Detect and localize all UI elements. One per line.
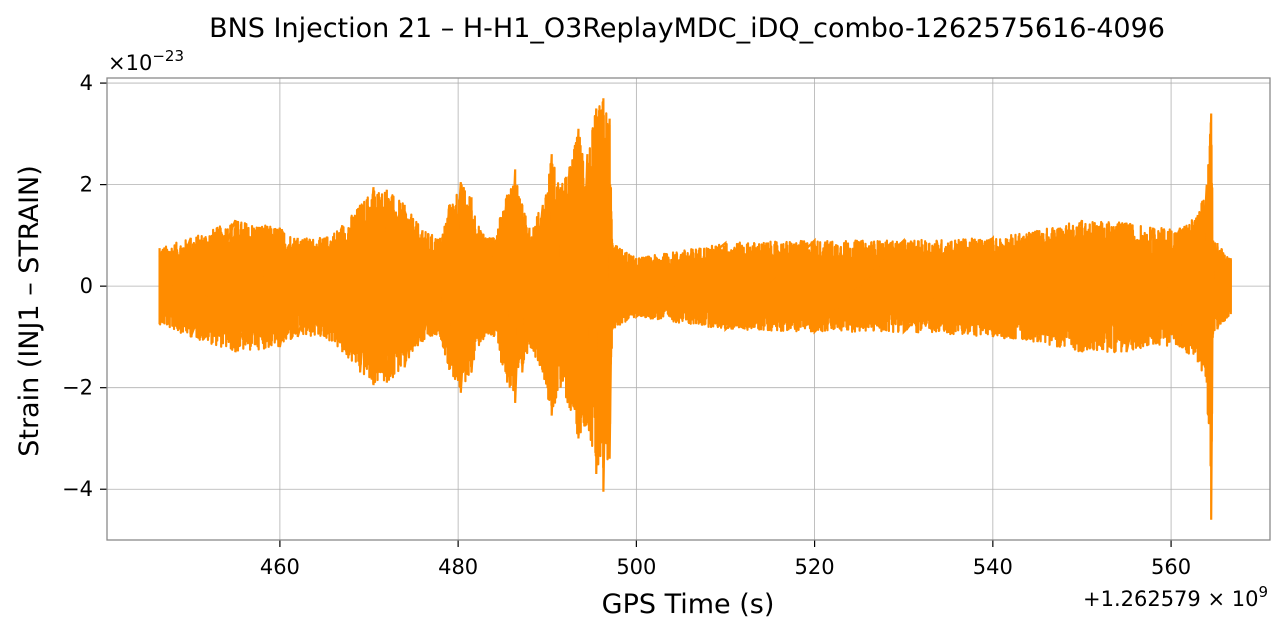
plot-area-frame: [106, 77, 1271, 541]
x-offset-label: +1.262579 × 109: [1083, 583, 1268, 611]
strain-series-peaks: [158, 98, 1232, 520]
strain-series-line: [158, 101, 1232, 469]
y-tick-label: 0: [80, 274, 93, 298]
y-scale-exponent: −23: [152, 47, 184, 65]
x-offset-exponent: 9: [1258, 583, 1268, 601]
tick-layer: 460 480 500 520 540 560 4 2 0 −2 −4: [62, 71, 1191, 579]
y-axis-label: Strain (INJ1 – STRAIN): [14, 165, 45, 457]
x-tick-label: 480: [438, 555, 478, 579]
y-tick-label: −4: [62, 477, 93, 501]
series-layer: [158, 98, 1232, 520]
x-tick-label: 460: [260, 555, 300, 579]
x-tick-label: 540: [973, 555, 1013, 579]
y-scale-label: ×10−23: [108, 47, 184, 75]
y-tick-label: 2: [80, 173, 93, 197]
chart-title: BNS Injection 21 – H-H1_O3ReplayMDC_iDQ_…: [209, 13, 1165, 44]
x-tick-label: 520: [795, 555, 835, 579]
x-axis-label: GPS Time (s): [602, 589, 775, 620]
y-tick-label: 4: [80, 71, 93, 95]
y-tick-label: −2: [62, 376, 93, 400]
x-tick-label: 500: [616, 555, 656, 579]
x-tick-label: 560: [1151, 555, 1191, 579]
